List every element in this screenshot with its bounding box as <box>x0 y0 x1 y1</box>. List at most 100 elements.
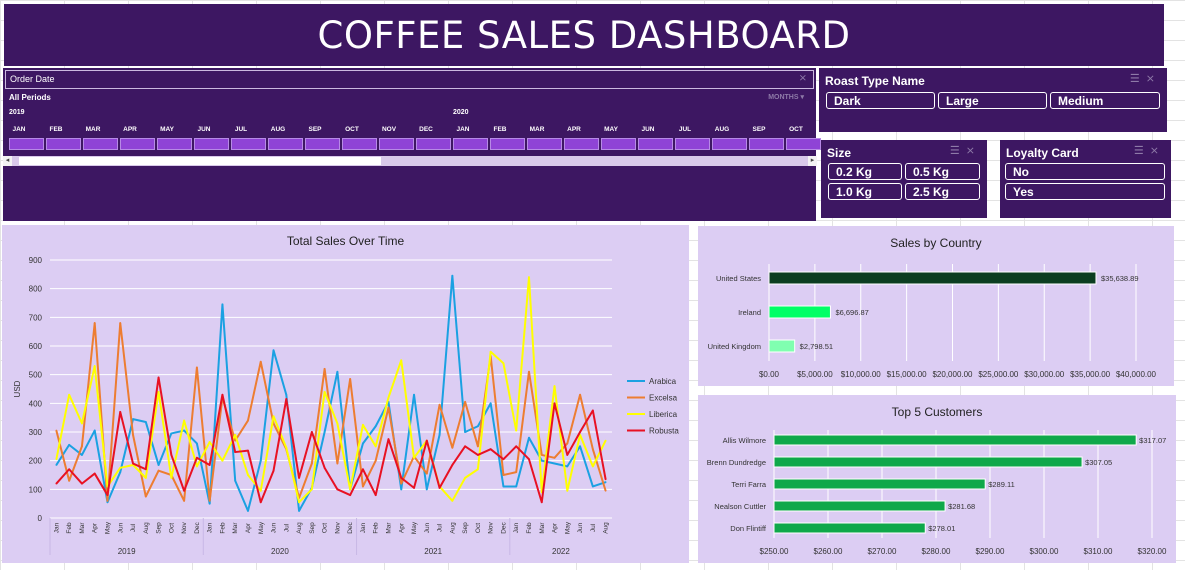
series-point-robusta[interactable] <box>579 431 581 433</box>
clear-filter-icon[interactable]: ⨯ <box>965 145 981 157</box>
series-point-excelsa[interactable] <box>55 429 58 432</box>
series-point-excelsa[interactable] <box>438 403 441 406</box>
series-point-robusta[interactable] <box>298 476 300 479</box>
series-point-excelsa[interactable] <box>259 360 262 363</box>
customer-bar[interactable] <box>773 434 1137 446</box>
series-point-arabica[interactable] <box>208 502 211 505</box>
clear-filter-icon[interactable]: ⨯ <box>1145 73 1161 85</box>
series-line-arabica[interactable] <box>55 274 606 512</box>
customer-bar[interactable] <box>773 500 946 512</box>
series-point-robusta[interactable] <box>221 393 224 396</box>
series-point-liberica[interactable] <box>195 465 198 468</box>
series-point-robusta[interactable] <box>464 445 467 448</box>
series-point-liberica[interactable] <box>68 393 71 396</box>
series-point-robusta[interactable] <box>349 494 352 496</box>
series-point-excelsa[interactable] <box>195 366 198 369</box>
country-bar[interactable] <box>768 271 1097 285</box>
series-point-robusta[interactable] <box>68 468 71 471</box>
series-point-arabica[interactable] <box>55 464 58 466</box>
timeline-period-cell[interactable] <box>601 138 636 150</box>
series-point-arabica[interactable] <box>579 445 581 448</box>
timeline-scroll-thumb[interactable] <box>19 157 381 165</box>
series-point-robusta[interactable] <box>119 411 122 413</box>
series-point-liberica[interactable] <box>183 419 186 422</box>
series-point-excelsa[interactable] <box>93 322 96 324</box>
series-point-arabica[interactable] <box>438 433 441 436</box>
series-point-robusta[interactable] <box>106 494 109 496</box>
series-point-liberica[interactable] <box>272 415 275 418</box>
series-point-excelsa[interactable] <box>362 485 364 488</box>
series-line-robusta[interactable] <box>55 376 607 504</box>
timeline-period-cell[interactable] <box>786 138 821 150</box>
size-item-2-5kg[interactable]: 2.5 Kg <box>905 183 980 200</box>
series-point-excelsa[interactable] <box>566 442 569 445</box>
series-point-arabica[interactable] <box>221 303 224 306</box>
series-point-excelsa[interactable] <box>310 462 313 465</box>
series-point-arabica[interactable] <box>374 425 377 428</box>
series-point-arabica[interactable] <box>566 465 569 468</box>
series-point-robusta[interactable] <box>93 472 96 475</box>
series-point-liberica[interactable] <box>591 465 594 468</box>
series-point-robusta[interactable] <box>234 451 237 453</box>
series-point-arabica[interactable] <box>476 425 479 428</box>
series-point-liberica[interactable] <box>234 433 237 436</box>
series-point-robusta[interactable] <box>553 402 556 405</box>
customer-bar[interactable] <box>773 456 1083 468</box>
series-point-excelsa[interactable] <box>132 433 134 436</box>
series-point-robusta[interactable] <box>144 468 147 471</box>
series-point-liberica[interactable] <box>81 422 83 425</box>
country-bar[interactable] <box>768 339 796 353</box>
series-point-liberica[interactable] <box>553 385 556 388</box>
series-point-excelsa[interactable] <box>247 419 249 422</box>
series-point-excelsa[interactable] <box>591 448 594 451</box>
series-point-robusta[interactable] <box>425 439 428 442</box>
series-point-liberica[interactable] <box>208 441 211 443</box>
series-point-arabica[interactable] <box>247 509 249 512</box>
timeline-scrollbar[interactable]: ◂ ▸ <box>3 156 817 166</box>
series-point-excelsa[interactable] <box>515 471 518 474</box>
series-point-liberica[interactable] <box>413 456 415 459</box>
series-point-robusta[interactable] <box>285 398 288 400</box>
clear-filter-icon[interactable]: ⨯ <box>798 73 807 84</box>
series-point-robusta[interactable] <box>413 487 415 489</box>
series-point-liberica[interactable] <box>119 466 122 469</box>
series-point-excelsa[interactable] <box>374 459 377 462</box>
series-point-robusta[interactable] <box>374 494 377 496</box>
series-point-liberica[interactable] <box>221 459 224 462</box>
timeline-period-cell[interactable] <box>638 138 673 150</box>
timeline-period-cell[interactable] <box>564 138 599 150</box>
timeline-period-cell[interactable] <box>9 138 44 150</box>
customer-bar[interactable] <box>773 522 926 534</box>
series-point-robusta[interactable] <box>55 482 58 485</box>
roast-item-large[interactable]: Large <box>938 92 1047 109</box>
series-point-arabica[interactable] <box>132 418 134 420</box>
series-point-robusta[interactable] <box>451 464 454 466</box>
series-point-arabica[interactable] <box>157 464 160 466</box>
timeline-period-cell[interactable] <box>194 138 229 150</box>
series-point-robusta[interactable] <box>515 445 518 448</box>
sales-over-time-chart[interactable]: Total Sales Over Time 0 100 200 300 400 500 60… <box>2 225 689 563</box>
series-point-liberica[interactable] <box>489 350 492 353</box>
series-point-arabica[interactable] <box>68 444 71 446</box>
series-point-liberica[interactable] <box>528 276 530 279</box>
timeline-period-cell[interactable] <box>157 138 192 150</box>
timeline-period-cell[interactable] <box>120 138 155 150</box>
series-point-robusta[interactable] <box>591 409 594 412</box>
timeline-level-dropdown[interactable]: MONTHS ▾ <box>768 93 804 101</box>
series-point-liberica[interactable] <box>323 390 326 393</box>
series-point-robusta[interactable] <box>272 469 275 472</box>
series-point-robusta[interactable] <box>259 501 262 504</box>
sales-by-country-chart[interactable]: Sales by Country $0.00 $5,000.00 $10,000.0… <box>698 226 1174 386</box>
series-point-liberica[interactable] <box>93 365 96 367</box>
series-point-excelsa[interactable] <box>183 499 186 502</box>
series-point-robusta[interactable] <box>400 476 403 479</box>
series-point-liberica[interactable] <box>502 362 505 365</box>
series-point-robusta[interactable] <box>604 478 607 481</box>
series-point-liberica[interactable] <box>349 488 352 491</box>
size-item-0-2kg[interactable]: 0.2 Kg <box>828 163 902 180</box>
series-point-robusta[interactable] <box>489 448 492 451</box>
timeline-period-cell[interactable] <box>46 138 81 150</box>
series-point-liberica[interactable] <box>515 429 518 432</box>
series-point-robusta[interactable] <box>81 482 83 485</box>
series-point-robusta[interactable] <box>247 449 249 452</box>
